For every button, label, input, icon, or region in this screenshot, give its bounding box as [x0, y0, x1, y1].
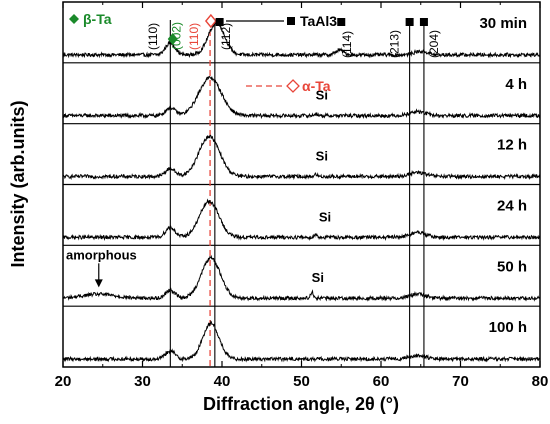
series-label: 50 h — [497, 258, 527, 275]
si-annotation: Si — [312, 270, 324, 285]
series-label: 30 min — [479, 15, 527, 32]
series-line-30-min — [62, 21, 541, 59]
x-tick-label: 60 — [373, 373, 390, 390]
series-label: 12 h — [497, 137, 527, 154]
x-tick-label: 20 — [55, 373, 72, 390]
series-layer — [62, 21, 541, 363]
reference-lines-layer — [169, 20, 425, 367]
tal3-square-marker — [215, 18, 224, 26]
hkl-label: (213) — [387, 30, 401, 58]
tal3-square-marker — [337, 18, 346, 26]
alpha-ta-diamond-marker — [204, 13, 217, 29]
x-tick-label: 50 — [293, 373, 310, 390]
tal3-square-marker — [419, 18, 428, 26]
hkl-label: (110) — [187, 23, 201, 50]
si-annotation: Si — [316, 149, 328, 164]
series-line-12-h — [62, 134, 541, 181]
panels-layer — [63, 62, 540, 307]
beta-ta-diamond-marker — [167, 33, 178, 45]
si-annotation: Si — [319, 209, 331, 224]
hkl-label: (204) — [427, 30, 441, 58]
legend-tal3-label: TaAl3 — [300, 13, 337, 29]
series-label: 4 h — [505, 76, 527, 93]
legend-beta-ta-marker — [69, 14, 79, 24]
legend-alpha-ta-marker — [286, 79, 300, 93]
series-label: 24 h — [497, 198, 527, 215]
series-line-4-h — [62, 76, 541, 120]
x-tick-label: 80 — [532, 373, 549, 390]
legend-alpha-ta-label: α-Ta — [302, 78, 331, 94]
x-tick-label: 30 — [134, 373, 151, 390]
amorphous-arrow-head — [94, 279, 103, 288]
amorphous-annotation: amorphous — [66, 247, 137, 262]
tal3-square-marker — [405, 18, 414, 26]
labels-layer: 30 min 4 h 12 h 24 h 50 h 100 h 20 30 40 50 60 70 80… — [55, 11, 549, 390]
legend-tal3-marker — [287, 17, 295, 25]
legend-beta-ta-label: β-Ta — [83, 11, 112, 27]
series-line-50-h — [62, 254, 541, 302]
ticks-layer — [62, 2, 541, 367]
hkl-label: (110) — [146, 23, 160, 50]
series-label: 100 h — [489, 319, 527, 336]
x-axis-label: Diffraction angle, 2θ (°) — [203, 394, 399, 414]
si-annotation: Si — [316, 88, 328, 103]
hkl-label: (114) — [340, 31, 354, 58]
hkl-label: (112) — [219, 23, 233, 50]
y-axis-label: Intensity (arb.units) — [8, 100, 28, 267]
x-tick-label: 70 — [452, 373, 469, 390]
series-line-24-h — [62, 198, 541, 242]
x-tick-label: 40 — [214, 373, 231, 390]
series-line-100-h — [62, 320, 541, 363]
hkl-label: (002) — [170, 22, 184, 50]
